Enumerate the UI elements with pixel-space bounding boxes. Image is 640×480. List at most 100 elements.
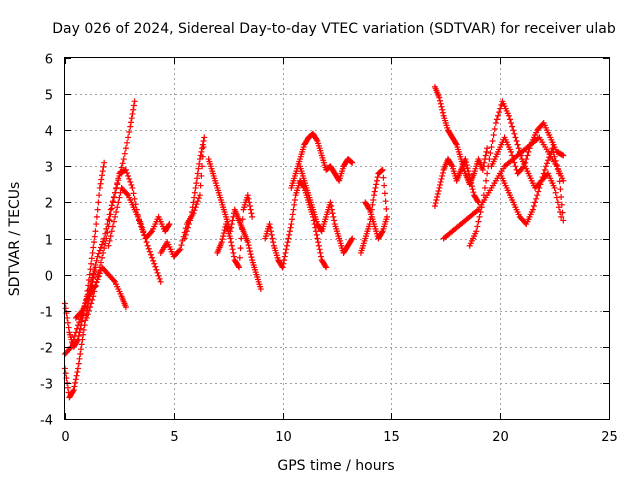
data-point <box>433 196 440 203</box>
data-point <box>88 255 95 262</box>
data-point <box>535 188 542 195</box>
data-point <box>194 175 201 182</box>
data-point <box>62 370 69 377</box>
data-point <box>146 248 153 255</box>
data-point <box>481 184 488 191</box>
data-point <box>108 228 115 235</box>
data-point <box>117 189 124 196</box>
data-point <box>525 148 532 155</box>
data-point <box>480 192 487 199</box>
data-point <box>491 125 498 132</box>
data-point <box>131 195 138 202</box>
data-point <box>439 106 446 113</box>
series-track-12 <box>297 163 356 256</box>
data-point <box>81 322 88 329</box>
data-point <box>132 201 139 208</box>
data-point <box>165 222 172 229</box>
data-point <box>64 379 71 386</box>
y-tick-label: -4 <box>40 414 53 429</box>
data-point <box>284 239 291 246</box>
data-point <box>90 244 97 251</box>
data-point <box>91 239 98 246</box>
data-point <box>228 224 235 231</box>
data-point <box>97 259 104 266</box>
data-point <box>64 384 71 391</box>
data-point <box>149 254 156 261</box>
data-point <box>124 190 131 197</box>
data-point <box>313 231 320 238</box>
data-point <box>109 223 116 230</box>
data-point <box>122 166 129 173</box>
data-point <box>197 182 204 189</box>
data-point <box>362 199 369 206</box>
data-point <box>72 379 79 386</box>
data-point <box>554 166 561 173</box>
data-point <box>93 278 100 285</box>
data-point <box>125 172 132 179</box>
data-point <box>73 325 80 332</box>
series-track-16 <box>440 134 567 242</box>
data-point <box>144 242 151 249</box>
data-point <box>94 274 101 281</box>
y-tick-label: 1 <box>45 234 53 249</box>
chart-title: Day 026 of 2024, Sidereal Day-to-day VTE… <box>52 21 616 37</box>
data-point <box>286 231 293 238</box>
data-point <box>291 201 298 208</box>
data-point <box>552 157 559 164</box>
data-point <box>122 304 129 311</box>
data-point <box>331 217 338 224</box>
x-tick-label: 15 <box>383 430 400 445</box>
y-tick-label: 6 <box>45 53 53 68</box>
data-point <box>466 171 473 178</box>
data-point <box>92 261 99 268</box>
data-point <box>114 180 121 187</box>
data-point <box>437 100 444 107</box>
data-point <box>474 223 481 230</box>
data-point <box>99 168 106 175</box>
series-track-7 <box>157 134 208 260</box>
data-point <box>521 163 528 170</box>
data-point <box>549 145 556 152</box>
data-point <box>181 235 188 242</box>
data-point <box>68 343 75 350</box>
data-point <box>552 189 559 196</box>
data-point <box>511 159 518 166</box>
data-point <box>87 283 94 290</box>
data-point <box>178 242 185 249</box>
data-point <box>69 388 76 395</box>
data-point <box>131 98 138 105</box>
data-point <box>88 300 95 307</box>
data-point <box>130 106 137 113</box>
data-point <box>559 209 566 216</box>
data-point <box>79 336 86 343</box>
data-point <box>89 274 96 281</box>
data-point <box>73 372 80 379</box>
data-point <box>267 228 274 235</box>
data-point <box>196 160 203 167</box>
data-point <box>65 324 72 331</box>
data-point <box>124 169 131 176</box>
data-point <box>556 178 563 185</box>
data-point <box>75 360 82 367</box>
data-point <box>184 224 191 231</box>
x-axis-label: GPS time / hours <box>277 458 394 474</box>
data-point <box>488 144 495 151</box>
data-point <box>283 242 290 249</box>
data-point <box>318 253 325 260</box>
data-point <box>475 218 482 225</box>
data-point <box>468 180 475 187</box>
data-point <box>505 112 512 119</box>
data-point <box>530 203 537 210</box>
data-point <box>200 138 207 145</box>
data-point <box>74 337 81 344</box>
series-track-19 <box>497 145 567 228</box>
data-point <box>112 189 119 196</box>
data-point <box>554 199 561 206</box>
data-point <box>195 165 202 172</box>
data-point <box>93 257 100 264</box>
data-point <box>124 139 131 146</box>
data-point <box>553 194 560 201</box>
series-track-8 <box>205 156 264 293</box>
x-tick-label: 20 <box>492 430 509 445</box>
data-point <box>374 174 381 181</box>
